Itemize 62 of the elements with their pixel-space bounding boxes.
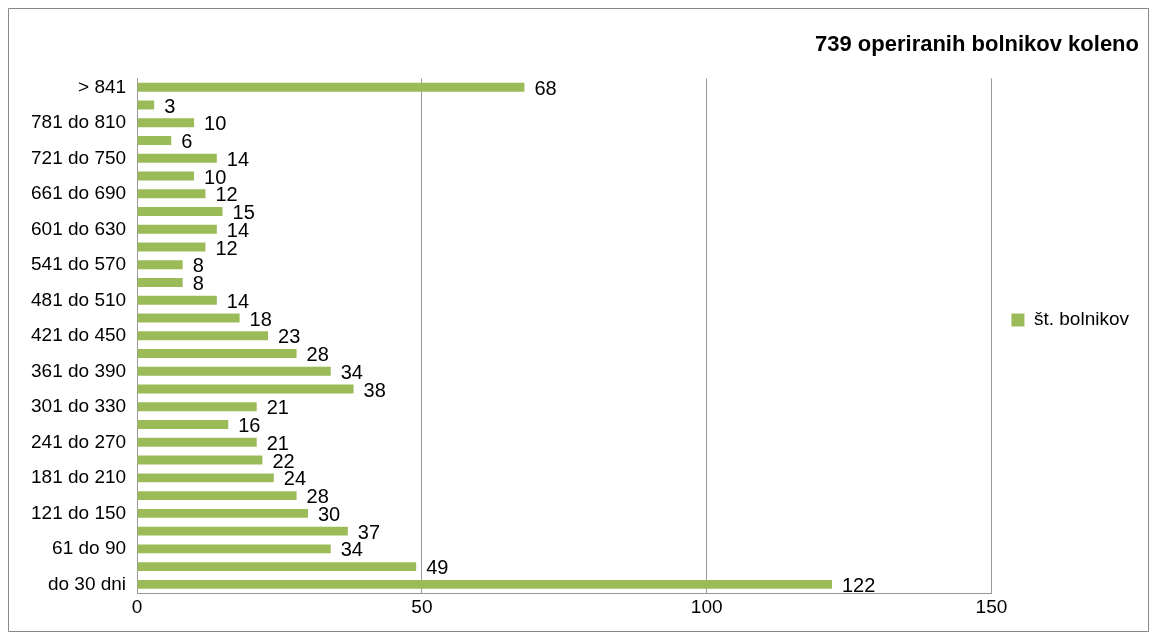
y-tick-label: 661 do 690 <box>31 182 127 204</box>
bar <box>137 349 297 358</box>
bar <box>137 207 223 216</box>
bar <box>137 189 206 199</box>
data-label: 34 <box>340 360 363 383</box>
bar <box>137 384 354 394</box>
bar <box>137 579 832 589</box>
y-tick-label: 241 do 270 <box>31 430 127 452</box>
bar <box>137 402 257 412</box>
y-tick-label: 121 do 150 <box>31 501 127 523</box>
bar <box>137 491 297 500</box>
x-tick-label: 0 <box>131 595 143 617</box>
data-label: 6 <box>181 130 193 153</box>
bar <box>137 82 525 92</box>
data-label: 18 <box>249 307 272 330</box>
bar <box>137 118 195 128</box>
y-tick-label: 481 do 510 <box>31 288 127 310</box>
y-tick-label: do 30 dni <box>47 572 127 594</box>
x-tick-label: 100 <box>690 595 723 617</box>
data-label: 68 <box>534 76 557 99</box>
y-tick-label: 421 do 450 <box>31 324 127 346</box>
legend-label: št. bolnikov <box>1033 308 1130 330</box>
bar <box>137 136 172 145</box>
bar <box>137 437 257 447</box>
y-tick-label: 361 do 390 <box>31 359 127 381</box>
bar <box>137 508 308 518</box>
data-label: 14 <box>226 147 250 170</box>
y-tick-label: 601 do 630 <box>31 217 127 239</box>
bar <box>137 278 183 287</box>
y-tick-label: 61 do 90 <box>52 537 127 559</box>
bar <box>137 544 331 554</box>
bar <box>137 366 331 376</box>
bar <box>137 224 217 234</box>
y-tick-label: 181 do 210 <box>31 466 127 488</box>
y-tick-label: 301 do 330 <box>31 395 127 417</box>
data-label: 38 <box>363 378 386 401</box>
bar <box>137 331 269 341</box>
y-tick-label: 781 do 810 <box>31 111 127 133</box>
data-label: 122 <box>841 573 876 596</box>
bar <box>137 420 229 429</box>
bar <box>137 526 348 536</box>
bar <box>137 473 274 483</box>
data-label: 16 <box>238 414 261 437</box>
x-tick-label: 150 <box>975 595 1008 617</box>
y-tick-label: 541 do 570 <box>31 253 127 275</box>
bar <box>137 562 417 572</box>
bar <box>137 455 263 465</box>
data-label: 28 <box>306 343 329 366</box>
data-label: 49 <box>426 556 449 579</box>
bar <box>137 295 217 305</box>
y-tick-label: 721 do 750 <box>31 146 127 168</box>
data-label: 21 <box>266 396 289 419</box>
data-label: 3 <box>164 94 176 117</box>
x-tick-label: 50 <box>411 595 433 617</box>
y-tick-label: > 841 <box>78 75 127 97</box>
bar <box>137 260 183 270</box>
data-label: 23 <box>278 325 301 348</box>
data-label: 14 <box>226 289 250 312</box>
bar <box>137 313 240 323</box>
chart-title: 739 operiranih bolnikov koleno <box>815 31 1139 57</box>
bar <box>137 153 217 163</box>
data-label: 10 <box>204 112 227 135</box>
